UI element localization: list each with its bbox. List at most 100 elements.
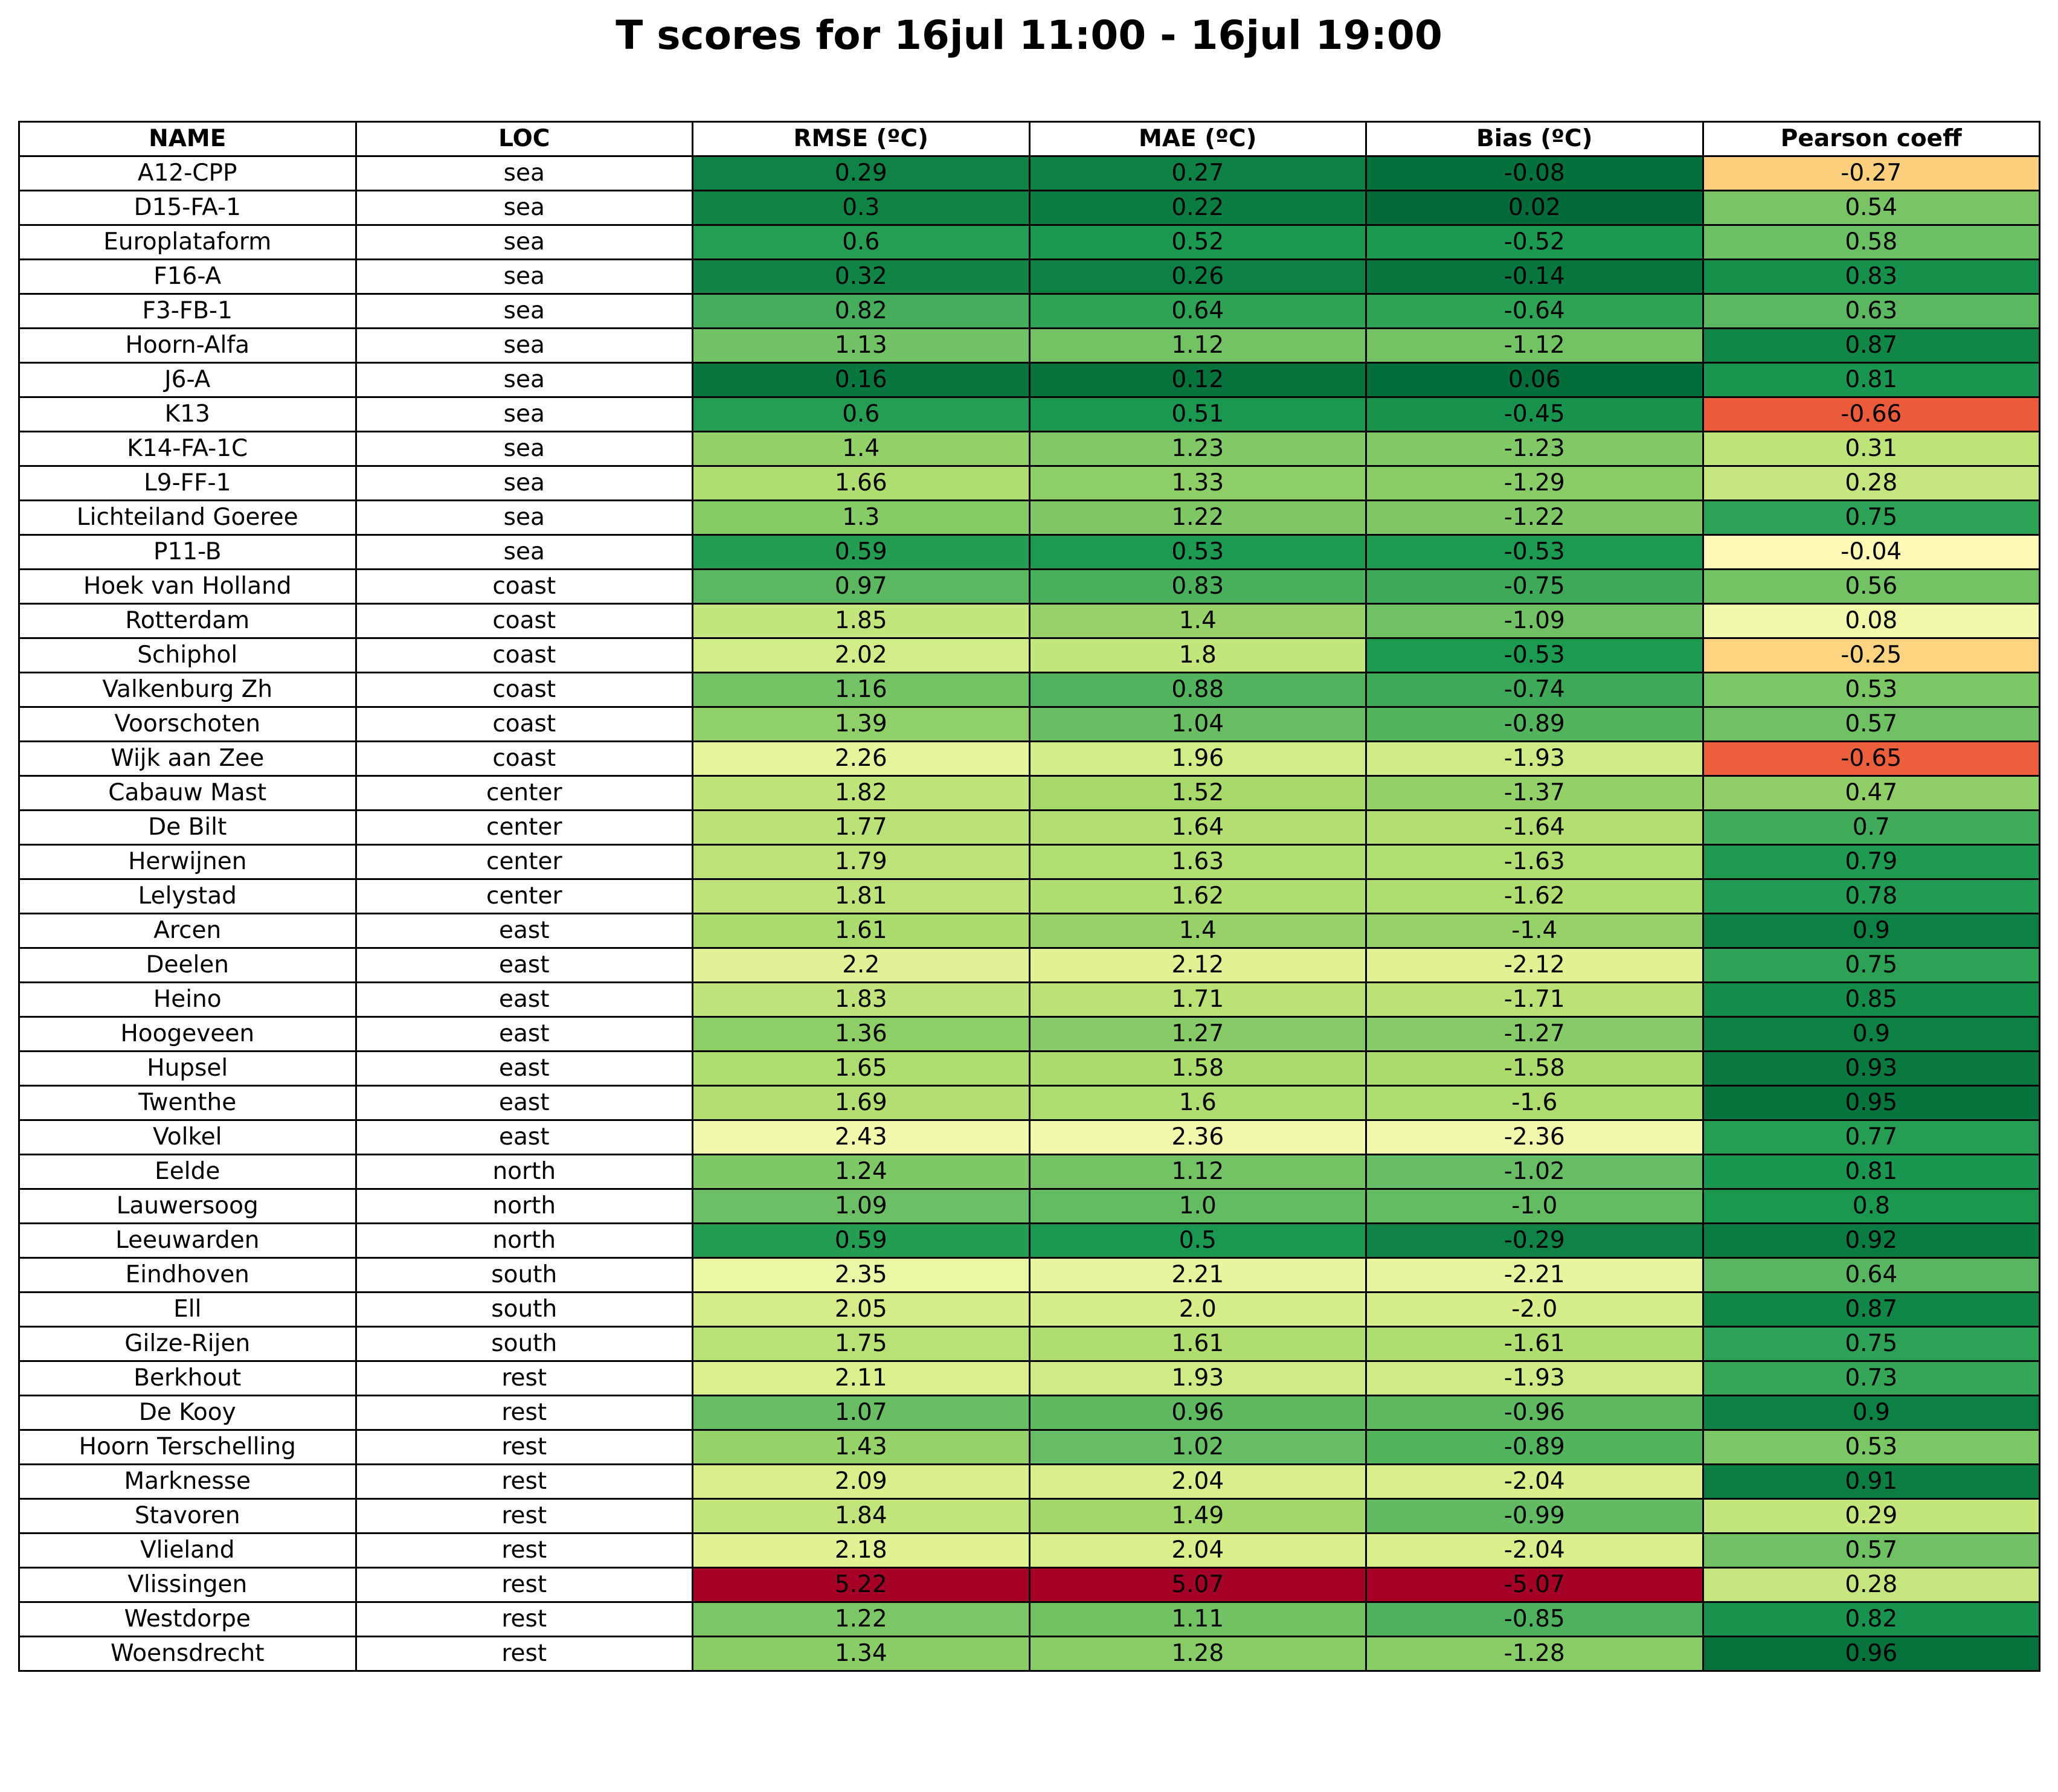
mae-cell: 1.8	[1028, 637, 1367, 673]
table-row: Lauwersoog north 1.09 1.0 -1.0 0.8	[18, 1188, 2040, 1224]
station-name-cell: Hoorn Terschelling	[18, 1429, 357, 1465]
bias-cell: -1.37	[1365, 775, 1704, 811]
table-row: Hoorn Terschelling rest 1.43 1.02 -0.89 0.53	[18, 1429, 2040, 1465]
rmse-cell: 1.4	[692, 431, 1031, 467]
bias-cell: -0.29	[1365, 1222, 1704, 1259]
mae-cell: 1.62	[1028, 878, 1367, 914]
mae-cell: 1.63	[1028, 844, 1367, 880]
pearson-cell: 0.96	[1702, 1636, 2040, 1672]
rmse-cell: 1.82	[692, 775, 1031, 811]
table-row: De Kooy rest 1.07 0.96 -0.96 0.9	[18, 1395, 2040, 1431]
table-row: Lichteiland Goeree sea 1.3 1.22 -1.22 0.75	[18, 499, 2040, 536]
pearson-cell: -0.27	[1702, 155, 2040, 191]
rmse-cell: 1.83	[692, 981, 1031, 1018]
station-name-cell: J6-A	[18, 362, 357, 398]
mae-cell: 1.4	[1028, 913, 1367, 949]
mae-cell: 0.26	[1028, 259, 1367, 295]
pearson-cell: 0.81	[1702, 362, 2040, 398]
table-row: Rotterdam coast 1.85 1.4 -1.09 0.08	[18, 603, 2040, 639]
table-row: Europlataform sea 0.6 0.52 -0.52 0.58	[18, 224, 2040, 260]
location-cell: sea	[355, 327, 693, 364]
location-cell: coast	[355, 637, 693, 673]
pearson-cell: -0.25	[1702, 637, 2040, 673]
rmse-cell: 2.2	[692, 947, 1031, 983]
location-cell: center	[355, 878, 693, 914]
mae-cell: 0.51	[1028, 396, 1367, 432]
station-name-cell: A12-CPP	[18, 155, 357, 191]
rmse-cell: 1.36	[692, 1016, 1031, 1052]
location-cell: coast	[355, 672, 693, 708]
station-name-cell: Eindhoven	[18, 1257, 357, 1293]
mae-cell: 1.22	[1028, 499, 1367, 536]
pearson-cell: 0.31	[1702, 431, 2040, 467]
rmse-cell: 1.24	[692, 1154, 1031, 1190]
mae-cell: 0.83	[1028, 568, 1367, 605]
station-name-cell: L9-FF-1	[18, 465, 357, 501]
location-cell: rest	[355, 1567, 693, 1603]
rmse-cell: 2.35	[692, 1257, 1031, 1293]
pearson-cell: 0.58	[1702, 224, 2040, 260]
bias-cell: -2.0	[1365, 1291, 1704, 1328]
rmse-cell: 2.09	[692, 1463, 1031, 1500]
bias-cell: -1.61	[1365, 1326, 1704, 1362]
station-name-cell: F16-A	[18, 259, 357, 295]
bias-cell: -1.62	[1365, 878, 1704, 914]
mae-cell: 1.0	[1028, 1188, 1367, 1224]
location-cell: east	[355, 1050, 693, 1087]
rmse-cell: 0.16	[692, 362, 1031, 398]
mae-cell: 1.71	[1028, 981, 1367, 1018]
pearson-cell: 0.08	[1702, 603, 2040, 639]
pearson-cell: 0.54	[1702, 190, 2040, 226]
column-header-name: NAME	[18, 121, 357, 157]
mae-cell: 0.96	[1028, 1395, 1367, 1431]
column-header-pearson: Pearson coeff	[1702, 121, 2040, 157]
table-row: Arcen east 1.61 1.4 -1.4 0.9	[18, 913, 2040, 949]
station-name-cell: Europlataform	[18, 224, 357, 260]
mae-cell: 1.64	[1028, 809, 1367, 846]
location-cell: south	[355, 1291, 693, 1328]
bias-cell: -1.93	[1365, 1360, 1704, 1396]
pearson-cell: 0.78	[1702, 878, 2040, 914]
mae-cell: 0.22	[1028, 190, 1367, 226]
mae-cell: 1.4	[1028, 603, 1367, 639]
bias-cell: 0.06	[1365, 362, 1704, 398]
table-row: Stavoren rest 1.84 1.49 -0.99 0.29	[18, 1498, 2040, 1534]
pearson-cell: 0.87	[1702, 1291, 2040, 1328]
pearson-cell: 0.28	[1702, 1567, 2040, 1603]
bias-cell: -1.4	[1365, 913, 1704, 949]
table-row: Lelystad center 1.81 1.62 -1.62 0.78	[18, 878, 2040, 914]
station-name-cell: Arcen	[18, 913, 357, 949]
mae-cell: 1.52	[1028, 775, 1367, 811]
rmse-cell: 1.69	[692, 1085, 1031, 1121]
rmse-cell: 1.43	[692, 1429, 1031, 1465]
table-row: K14-FA-1C sea 1.4 1.23 -1.23 0.31	[18, 431, 2040, 467]
rmse-cell: 1.81	[692, 878, 1031, 914]
column-header-rmse: RMSE (ºC)	[692, 121, 1031, 157]
table-row: A12-CPP sea 0.29 0.27 -0.08 -0.27	[18, 155, 2040, 191]
pearson-cell: 0.75	[1702, 947, 2040, 983]
table-row: Eindhoven south 2.35 2.21 -2.21 0.64	[18, 1257, 2040, 1293]
station-name-cell: K13	[18, 396, 357, 432]
mae-cell: 1.28	[1028, 1636, 1367, 1672]
location-cell: rest	[355, 1395, 693, 1431]
station-name-cell: K14-FA-1C	[18, 431, 357, 467]
rmse-cell: 0.82	[692, 293, 1031, 329]
pearson-cell: 0.73	[1702, 1360, 2040, 1396]
location-cell: east	[355, 947, 693, 983]
station-name-cell: Ell	[18, 1291, 357, 1328]
bias-cell: -1.28	[1365, 1636, 1704, 1672]
mae-cell: 2.0	[1028, 1291, 1367, 1328]
mae-cell: 0.52	[1028, 224, 1367, 260]
bias-cell: -1.63	[1365, 844, 1704, 880]
pearson-cell: 0.85	[1702, 981, 2040, 1018]
header-row: NAME LOC RMSE (ºC) MAE (ºC) Bias (ºC) Pe…	[18, 121, 2040, 157]
mae-cell: 1.27	[1028, 1016, 1367, 1052]
bias-cell: -2.04	[1365, 1463, 1704, 1500]
pearson-cell: 0.81	[1702, 1154, 2040, 1190]
score-table: NAME LOC RMSE (ºC) MAE (ºC) Bias (ºC) Pe…	[18, 121, 2040, 1672]
mae-cell: 0.64	[1028, 293, 1367, 329]
pearson-cell: 0.57	[1702, 1532, 2040, 1569]
station-name-cell: Gilze-Rijen	[18, 1326, 357, 1362]
mae-cell: 1.96	[1028, 740, 1367, 777]
table-row: P11-B sea 0.59 0.53 -0.53 -0.04	[18, 534, 2040, 570]
